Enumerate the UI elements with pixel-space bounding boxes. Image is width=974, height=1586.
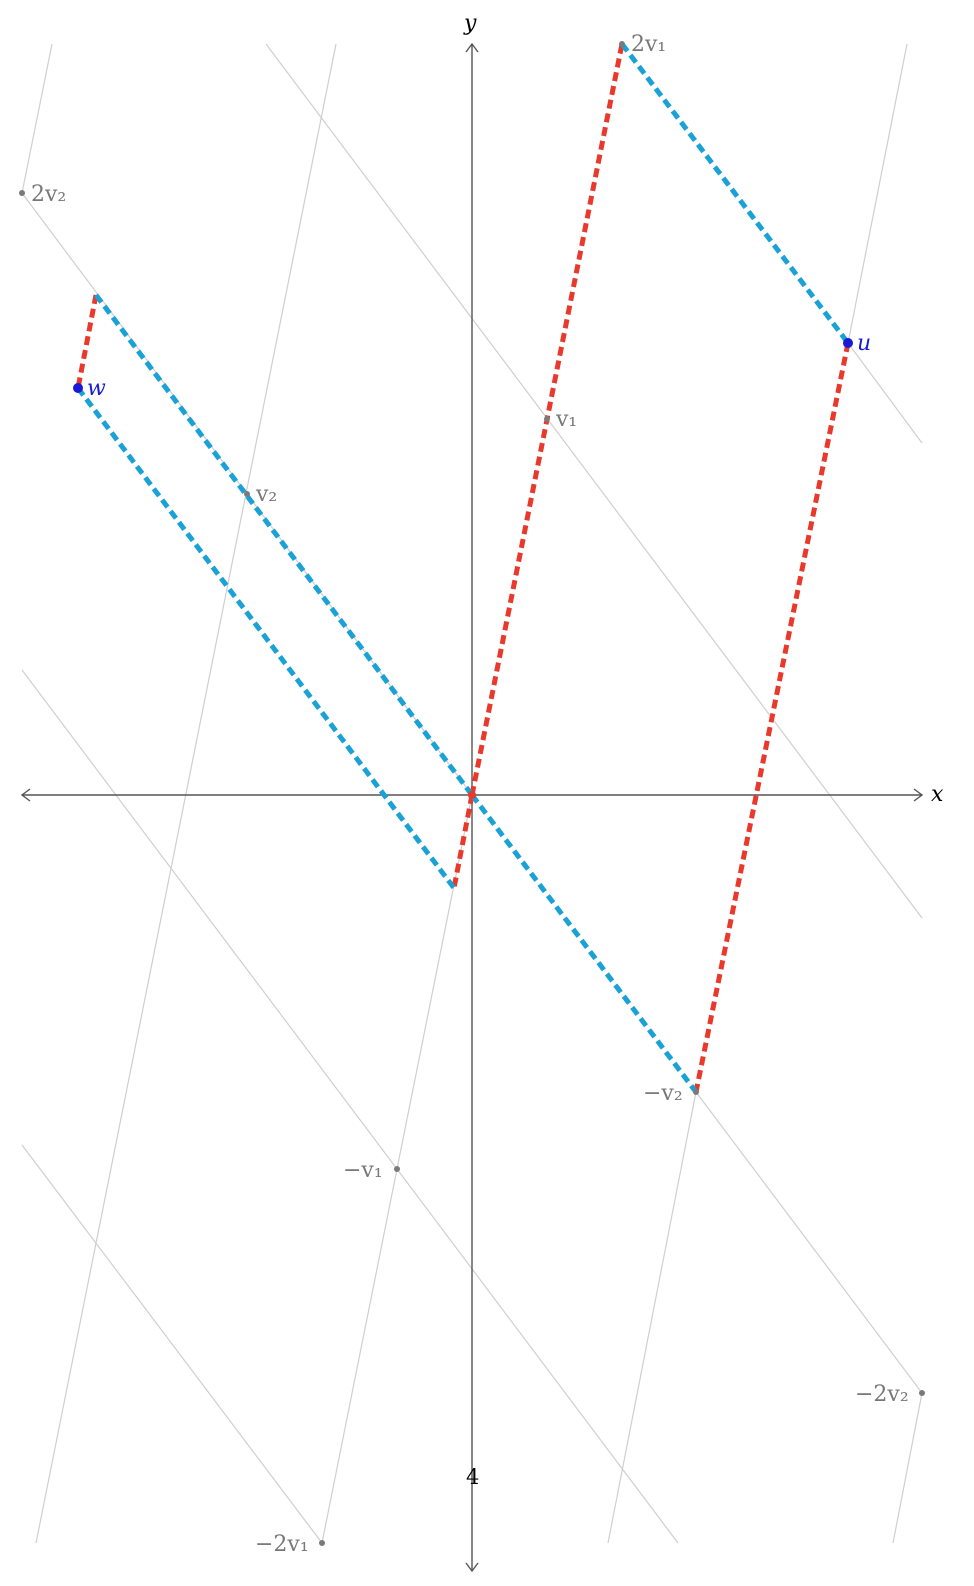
lattice-point-neg-v2 xyxy=(693,1089,699,1095)
lattice-point-neg-v1 xyxy=(394,1166,400,1172)
label-neg-2v1: −2v₁ xyxy=(255,1532,309,1557)
label-neg-2v2: −2v₂ xyxy=(855,1382,909,1407)
label-neg-v1: −v₁ xyxy=(343,1158,383,1183)
lattice-points: v₁ 2v₁ −v₁ −2v₁ v₂ 2v₂ −v₂ −2v₂ xyxy=(19,32,925,1557)
red-dashed-paths xyxy=(75,43,851,1093)
blue-path-segment xyxy=(94,293,474,797)
label-u: u xyxy=(857,331,871,356)
grid-line xyxy=(695,1091,923,1394)
lattice-point-v1 xyxy=(544,416,550,422)
blue-path-segment xyxy=(620,42,850,345)
lattice-point-neg-2v2 xyxy=(919,1390,925,1396)
x-axis-right-arrow xyxy=(913,788,924,802)
label-2v1: 2v₁ xyxy=(631,32,666,57)
origin-point xyxy=(468,791,476,799)
x-axis-left-arrow xyxy=(20,788,31,802)
label-neg-v2: −v₂ xyxy=(643,1081,683,1106)
grid-line xyxy=(21,43,53,194)
label-v2: v₂ xyxy=(255,482,277,507)
grid-line xyxy=(35,43,337,1544)
label-2v2: 2v₂ xyxy=(31,182,66,207)
lattice-point-2v1 xyxy=(619,41,625,47)
lattice-point-2v2 xyxy=(19,190,25,196)
vector-point-u xyxy=(843,338,853,348)
blue-path-segment xyxy=(76,386,456,890)
label-w: w xyxy=(87,376,106,401)
grid-line xyxy=(21,669,679,1544)
blue-dashed-paths xyxy=(76,42,850,1094)
y-axis-label: y xyxy=(463,11,477,36)
lattice-point-neg-2v1 xyxy=(319,1540,325,1546)
target-vectors: u w xyxy=(73,331,871,401)
axes: x y 4 xyxy=(20,11,944,1573)
blue-path-segment xyxy=(470,793,698,1094)
grid-line xyxy=(265,43,923,919)
vector-point-w xyxy=(73,383,83,393)
grid-line xyxy=(21,1144,323,1544)
y-axis-top-arrow xyxy=(465,42,479,53)
grid-line xyxy=(847,342,923,444)
y-axis-tick-label: 4 xyxy=(466,1465,479,1489)
red-path-segment xyxy=(451,794,475,889)
label-v1: v₁ xyxy=(555,407,577,432)
lattice-point-v2 xyxy=(244,491,250,497)
y-axis-bottom-arrow xyxy=(465,1562,479,1573)
grid-line xyxy=(892,1392,923,1544)
grid-line xyxy=(607,1091,697,1544)
x-axis-label: x xyxy=(931,782,944,807)
red-path-segment xyxy=(75,294,99,389)
red-path-segment xyxy=(693,342,851,1093)
grid-lines-v1-direction xyxy=(21,43,923,1544)
grid-line xyxy=(847,43,908,344)
